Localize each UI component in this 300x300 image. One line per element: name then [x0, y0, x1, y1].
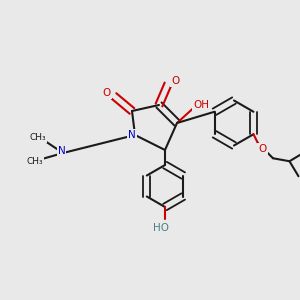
Text: CH₃: CH₃ [29, 134, 46, 142]
Text: OH: OH [193, 100, 209, 110]
Text: O: O [258, 144, 267, 154]
Text: O: O [171, 76, 180, 86]
Text: O: O [102, 88, 111, 98]
Text: N: N [58, 146, 65, 157]
Text: CH₃: CH₃ [26, 158, 43, 166]
Text: N: N [128, 130, 136, 140]
Text: HO: HO [152, 223, 169, 233]
